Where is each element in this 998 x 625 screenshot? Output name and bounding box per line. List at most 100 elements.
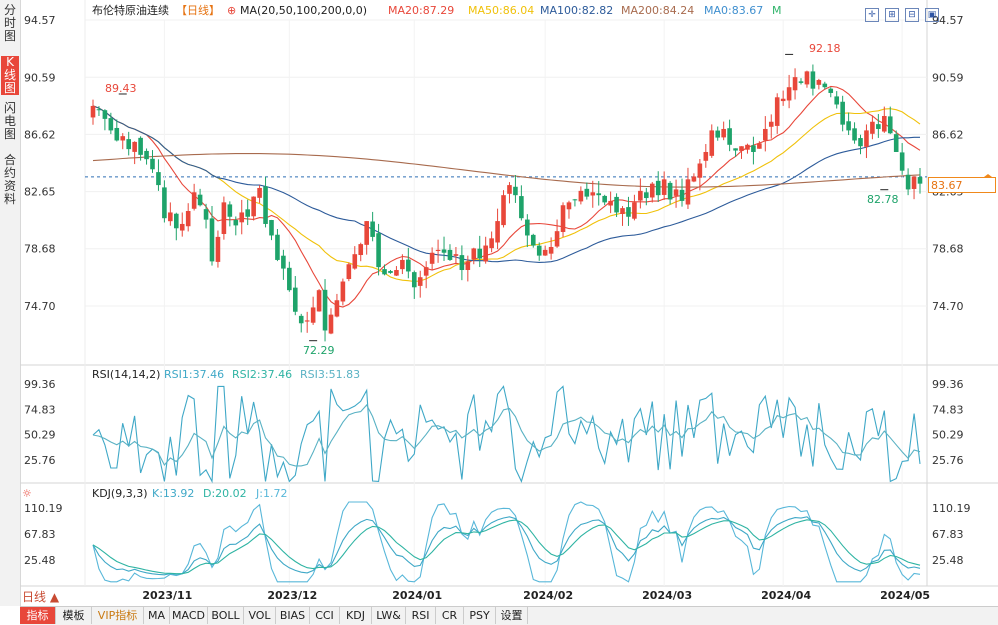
candle-body (691, 176, 697, 182)
candle-body (328, 314, 334, 334)
kdj-tick-left: 110.19 (24, 502, 63, 515)
candle-body (179, 223, 185, 231)
settings-icon[interactable]: ⊕ (227, 4, 236, 17)
candle-body (542, 249, 548, 256)
candle-body (292, 287, 298, 312)
rsi2-value: RSI2:37.46 (232, 368, 292, 381)
rsi3-value: RSI3:51.83 (300, 368, 360, 381)
candle-body (745, 144, 750, 150)
indicator-tab[interactable]: BOLL (208, 607, 244, 624)
tab-timeshare[interactable]: 分时图 (3, 3, 16, 43)
kdj-j-line (92, 501, 921, 583)
candle-body (102, 110, 108, 119)
candle-body (304, 320, 310, 322)
candle-body (751, 145, 756, 152)
indicator-tab[interactable]: VOL (244, 607, 276, 624)
grid (85, 19, 927, 586)
time-tick: 2024/03 (642, 589, 692, 602)
candle-body (120, 136, 126, 141)
candle-body (501, 195, 506, 226)
time-tick: 2024/02 (523, 589, 573, 602)
candle-body (703, 151, 709, 161)
time-tick: 2023/12 (267, 589, 317, 602)
candle-body (477, 248, 483, 259)
candle-body (191, 192, 197, 209)
candle-body (810, 71, 816, 89)
price-tick-left: 82.65 (24, 186, 56, 199)
price-tick-right: 78.68 (932, 243, 964, 256)
candle-body (578, 190, 584, 202)
indicator-tab[interactable]: 指标 (20, 607, 56, 624)
candle-body (709, 130, 715, 156)
price-tick-left: 74.70 (24, 300, 56, 313)
candle-body (816, 80, 822, 85)
rsi1-line (92, 385, 921, 484)
candle-body (417, 277, 423, 286)
indicator-tab[interactable]: 模板 (56, 607, 92, 624)
candle-body (346, 264, 352, 280)
candle-body (227, 204, 233, 217)
candle-body (530, 234, 536, 246)
candle-body (310, 307, 316, 323)
ma-params: MA(20,50,100,200,0,0) (240, 4, 367, 17)
candle-body (602, 195, 607, 203)
candle-body (697, 163, 703, 178)
candle-body (673, 189, 679, 196)
candle-body (649, 183, 655, 198)
candle-body (185, 211, 191, 227)
kline-chart[interactable]: 94.5794.5790.5990.5986.6286.6282.6582.65… (20, 0, 998, 606)
low-label-2: 82.78 (867, 193, 899, 206)
last-price-tag: 83.67 (928, 177, 996, 193)
indicator-tab[interactable]: 设置 (496, 607, 528, 624)
candle-body (572, 199, 578, 201)
candle-body (435, 249, 441, 251)
rsi3-line (92, 404, 921, 467)
zoom-out-icon[interactable]: ⊟ (905, 8, 919, 22)
kdj-d-line (92, 519, 921, 575)
candle-body (138, 137, 143, 155)
kdj-tick-right: 25.48 (932, 554, 964, 567)
rsi-tick-right: 25.76 (932, 454, 964, 467)
candle-body (364, 221, 369, 245)
candle-body (590, 192, 596, 196)
candle-body (554, 231, 560, 247)
candle-body (893, 134, 899, 152)
indicator-tab[interactable]: CCI (310, 607, 340, 624)
candle-body (566, 202, 572, 210)
time-tick: 2024/05 (880, 589, 930, 602)
candle-body (197, 194, 203, 206)
indicator-tab[interactable]: MACD (170, 607, 208, 624)
candle-body (644, 192, 649, 199)
candle-body (114, 127, 120, 141)
indicator-tab[interactable]: BIAS (276, 607, 310, 624)
indicator-tab[interactable]: PSY (464, 607, 496, 624)
tab-kline[interactable]: K线图 (1, 56, 19, 95)
candle-body (156, 172, 161, 186)
candle-body (899, 152, 905, 171)
rsi-tick-right: 99.36 (932, 378, 964, 391)
candle-body (90, 105, 96, 118)
candle-body (655, 180, 661, 196)
price-tick-left: 94.57 (24, 14, 56, 27)
indicator-tab[interactable]: VIP指标 (92, 607, 144, 624)
fullscreen-icon[interactable]: ▣ (925, 8, 939, 22)
indicator-tab[interactable]: LW& (372, 607, 406, 624)
indicator-tab[interactable]: KDJ (340, 607, 372, 624)
ma20-value: MA20:87.29 (388, 4, 454, 17)
candle-body (560, 205, 566, 232)
candle-body (834, 96, 840, 105)
sun-icon[interactable]: ☼ (22, 487, 32, 500)
zoom-in-icon[interactable]: ⊞ (885, 8, 899, 22)
indicator-tab[interactable]: RSI (406, 607, 436, 624)
indicator-tab[interactable]: MA (144, 607, 170, 624)
candle-body (614, 196, 619, 213)
candle-body (126, 139, 131, 150)
tab-flash[interactable]: 闪电图 (3, 101, 16, 141)
tab-contract-info[interactable]: 合约资料 (3, 153, 16, 206)
period-select-button[interactable]: 日线 ▲ (22, 589, 76, 605)
candle-body (852, 128, 857, 141)
crosshair-icon[interactable]: ✛ (865, 8, 879, 22)
candle-body (263, 186, 268, 224)
candle-body (513, 186, 518, 196)
indicator-tab[interactable]: CR (436, 607, 464, 624)
